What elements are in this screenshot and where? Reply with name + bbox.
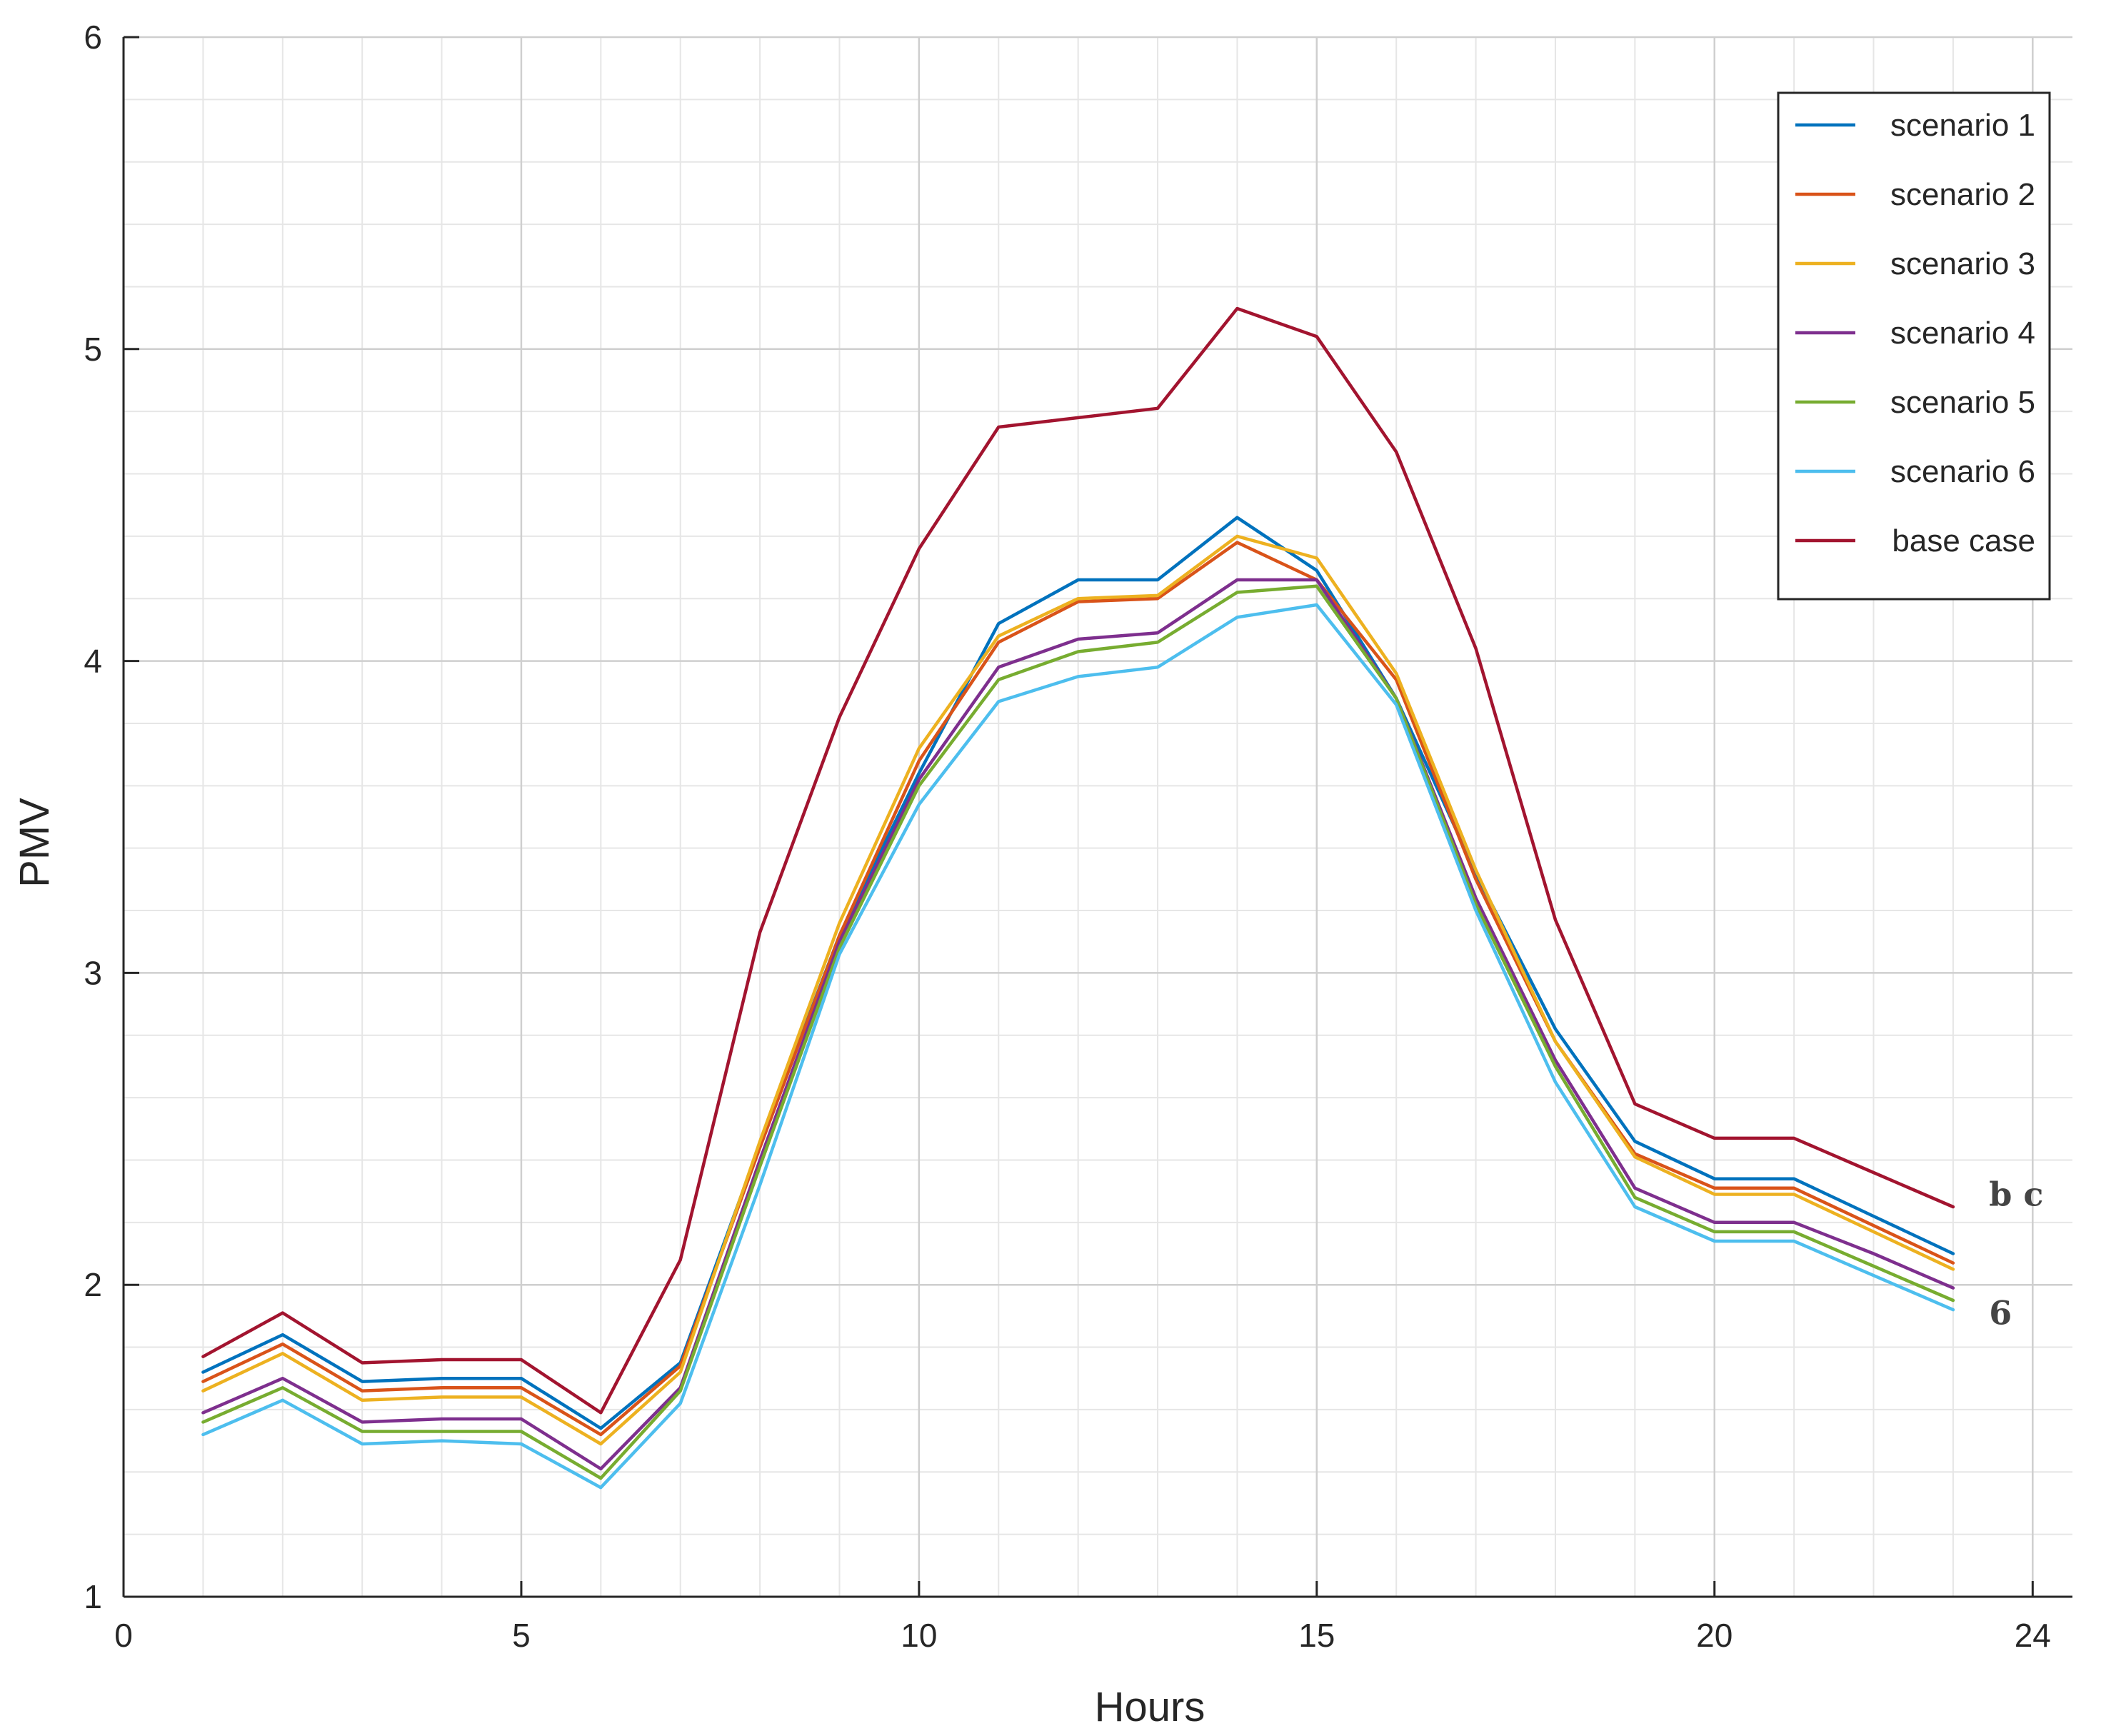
y-tick-label: 4 bbox=[84, 643, 102, 680]
y-axis-label: PMV bbox=[11, 798, 58, 888]
legend-box bbox=[1777, 91, 2051, 601]
legend-label-4: scenario 4 bbox=[1890, 316, 2035, 351]
series-line-7 bbox=[201, 306, 1955, 1415]
series-line-4 bbox=[201, 578, 1955, 1471]
legend-label-5: scenario 5 bbox=[1890, 385, 2035, 420]
x-axis-label: Hours bbox=[1095, 1684, 1205, 1730]
y-tick-label: 5 bbox=[84, 331, 102, 368]
legend: scenario 1 scenario 2 scenario 3 scenario 4… bbox=[1777, 91, 2051, 601]
series-line-5 bbox=[201, 584, 1955, 1480]
legend-label-2: scenario 2 bbox=[1890, 177, 2035, 212]
x-tick-label: 15 bbox=[1298, 1617, 1335, 1654]
series-line-1 bbox=[201, 516, 1955, 1430]
y-tick-label: 3 bbox=[84, 954, 102, 991]
annotation-label-2: 6 bbox=[1989, 1294, 2012, 1333]
y-tick-label: 6 bbox=[84, 19, 102, 56]
legend-label-1: scenario 1 bbox=[1890, 108, 2035, 143]
legend-label-6: scenario 6 bbox=[1890, 454, 2035, 489]
axes bbox=[122, 36, 2072, 1598]
x-tick-label: 10 bbox=[901, 1617, 937, 1654]
annotation-layer: b c 6 bbox=[1989, 1175, 2043, 1333]
x-tick-label: 5 bbox=[512, 1617, 531, 1654]
series-line-6 bbox=[201, 603, 1955, 1490]
x-tick-label: 20 bbox=[1696, 1617, 1733, 1654]
series-layer bbox=[201, 306, 1955, 1490]
x-tick-label: 0 bbox=[114, 1617, 133, 1654]
x-tick-label: 24 bbox=[2015, 1617, 2051, 1654]
y-tick-label: 1 bbox=[84, 1578, 102, 1615]
y-tick-label: 2 bbox=[84, 1266, 102, 1303]
annotation-label-1: b c bbox=[1989, 1175, 2043, 1214]
series-line-3 bbox=[201, 534, 1955, 1446]
legend-label-7: base case bbox=[1892, 523, 2035, 558]
tick-labels: 0 5 10 15 20 24 1 2 3 4 5 6 bbox=[84, 19, 2050, 1654]
series-line-2 bbox=[201, 541, 1955, 1437]
legend-label-3: scenario 3 bbox=[1890, 246, 2035, 281]
